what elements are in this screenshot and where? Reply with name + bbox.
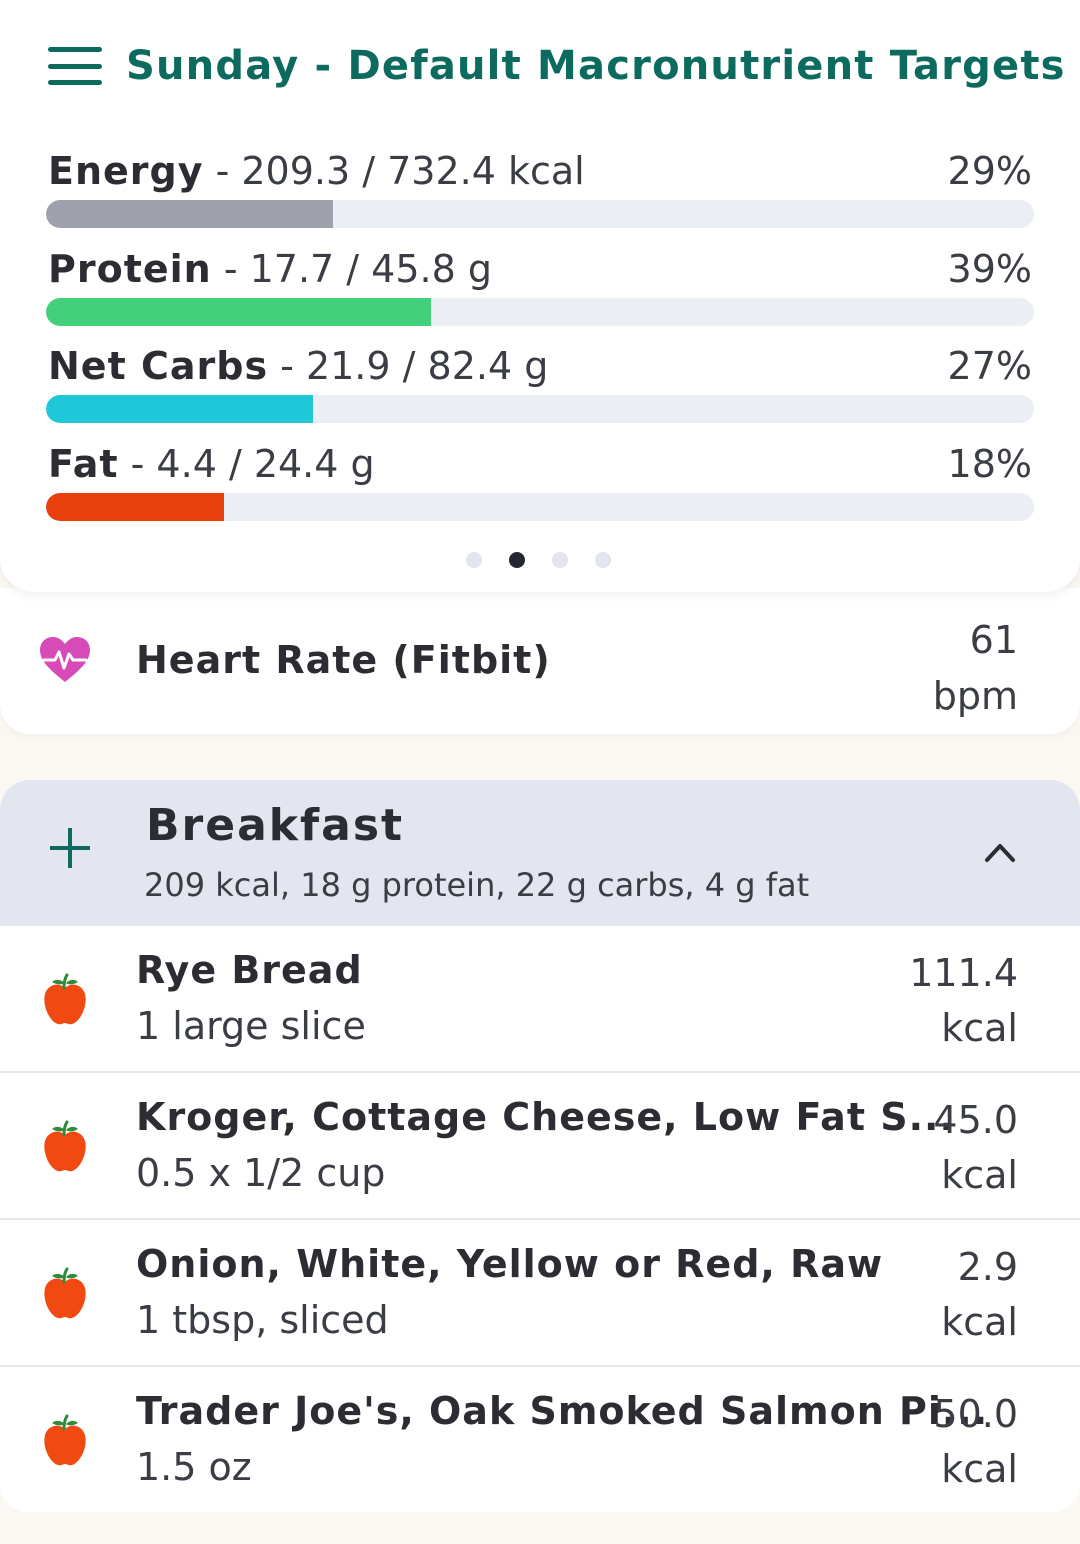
- heart-rate-card[interactable]: Heart Rate (Fitbit) 61 bpm: [0, 588, 1080, 734]
- page-indicator[interactable]: [466, 552, 638, 568]
- progress-bar: [46, 200, 1034, 228]
- macro-percent: 39%: [947, 247, 1032, 291]
- apple-icon: [44, 1267, 86, 1319]
- food-kcal-value: 50.0: [933, 1392, 1018, 1436]
- add-food-icon[interactable]: [48, 826, 92, 870]
- food-energy: 2.9 kcal: [941, 1240, 1018, 1350]
- heart-pulse-icon: [40, 637, 90, 682]
- food-kcal-unit: kcal: [941, 1006, 1018, 1050]
- food-energy: 111.4 kcal: [909, 946, 1018, 1056]
- macro-percent: 18%: [947, 442, 1032, 486]
- progress-fill: [46, 395, 313, 423]
- macro-label: Net Carbs: [48, 344, 269, 388]
- food-item[interactable]: Onion, White, Yellow or Red, Raw 1 tbsp,…: [0, 1220, 1080, 1367]
- macro-value: - 4.4 / 24.4 g: [130, 442, 375, 486]
- food-kcal-value: 45.0: [933, 1098, 1018, 1142]
- food-kcal-unit: kcal: [941, 1447, 1018, 1491]
- macro-label: Energy: [48, 149, 204, 193]
- macro-value: - 21.9 / 82.4 g: [280, 344, 549, 388]
- menu-icon[interactable]: [48, 47, 102, 85]
- progress-fill: [46, 493, 224, 521]
- apple-icon: [44, 1120, 86, 1172]
- food-name: Trader Joe's, Oak Smoked Salmon Pi...: [136, 1389, 989, 1433]
- progress-bar: [46, 493, 1034, 521]
- apple-icon: [44, 1414, 86, 1466]
- food-item[interactable]: Kroger, Cottage Cheese, Low Fat S... 0.5…: [0, 1073, 1080, 1220]
- apple-icon: [44, 973, 86, 1025]
- page-title: Sunday - Default Macronutrient Targets: [126, 43, 1066, 89]
- food-name: Kroger, Cottage Cheese, Low Fat S...: [136, 1095, 955, 1139]
- food-serving: 1 tbsp, sliced: [136, 1298, 389, 1342]
- macro-value: - 209.3 / 732.4 kcal: [215, 149, 585, 193]
- macro-energy: Energy - 209.3 / 732.4 kcal 29%: [46, 146, 1034, 238]
- page-dot[interactable]: [595, 552, 611, 568]
- heart-rate-unit: bpm: [932, 674, 1018, 718]
- meal-title: Breakfast: [146, 800, 405, 851]
- food-kcal-unit: kcal: [941, 1300, 1018, 1344]
- food-energy: 50.0 kcal: [933, 1387, 1018, 1497]
- progress-fill: [46, 200, 333, 228]
- meal-summary: 209 kcal, 18 g protein, 22 g carbs, 4 g …: [144, 866, 810, 904]
- progress-bar: [46, 395, 1034, 423]
- food-list: Rye Bread 1 large slice 111.4 kcal Kroge…: [0, 926, 1080, 1512]
- food-name: Rye Bread: [136, 948, 363, 992]
- macro-label: Protein: [48, 247, 212, 291]
- food-kcal-unit: kcal: [941, 1153, 1018, 1197]
- progress-fill: [46, 298, 432, 326]
- food-serving: 1 large slice: [136, 1004, 366, 1048]
- progress-bar: [46, 298, 1034, 326]
- heart-rate-number: 61: [969, 618, 1018, 662]
- page-dot[interactable]: [466, 552, 482, 568]
- macro-protein: Protein - 17.7 / 45.8 g 39%: [46, 244, 1034, 336]
- food-serving: 0.5 x 1/2 cup: [136, 1151, 386, 1195]
- macro-percent: 27%: [947, 344, 1032, 388]
- food-energy: 45.0 kcal: [933, 1093, 1018, 1203]
- meal-header-breakfast[interactable]: [0, 780, 1080, 926]
- food-kcal-value: 111.4: [909, 951, 1018, 995]
- food-item[interactable]: Trader Joe's, Oak Smoked Salmon Pi... 1.…: [0, 1367, 1080, 1512]
- chevron-up-icon[interactable]: [984, 838, 1016, 866]
- heart-rate-value: 61 bpm: [933, 612, 1018, 724]
- macro-label: Fat: [48, 442, 119, 486]
- food-kcal-value: 2.9: [957, 1245, 1018, 1289]
- macro-percent: 29%: [947, 149, 1032, 193]
- food-name: Onion, White, Yellow or Red, Raw: [136, 1242, 884, 1286]
- header: Sunday - Default Macronutrient Targets: [48, 36, 1066, 96]
- macro-fat: Fat - 4.4 / 24.4 g 18%: [46, 439, 1034, 531]
- heart-rate-label: Heart Rate (Fitbit): [136, 638, 551, 682]
- food-serving: 1.5 oz: [136, 1445, 252, 1489]
- page-dot[interactable]: [509, 552, 525, 568]
- macro-targets-card[interactable]: Sunday - Default Macronutrient Targets E…: [0, 0, 1080, 592]
- food-item[interactable]: Rye Bread 1 large slice 111.4 kcal: [0, 926, 1080, 1073]
- macro-value: - 17.7 / 45.8 g: [223, 247, 492, 291]
- page-dot[interactable]: [552, 552, 568, 568]
- macro-net-carbs: Net Carbs - 21.9 / 82.4 g 27%: [46, 341, 1034, 433]
